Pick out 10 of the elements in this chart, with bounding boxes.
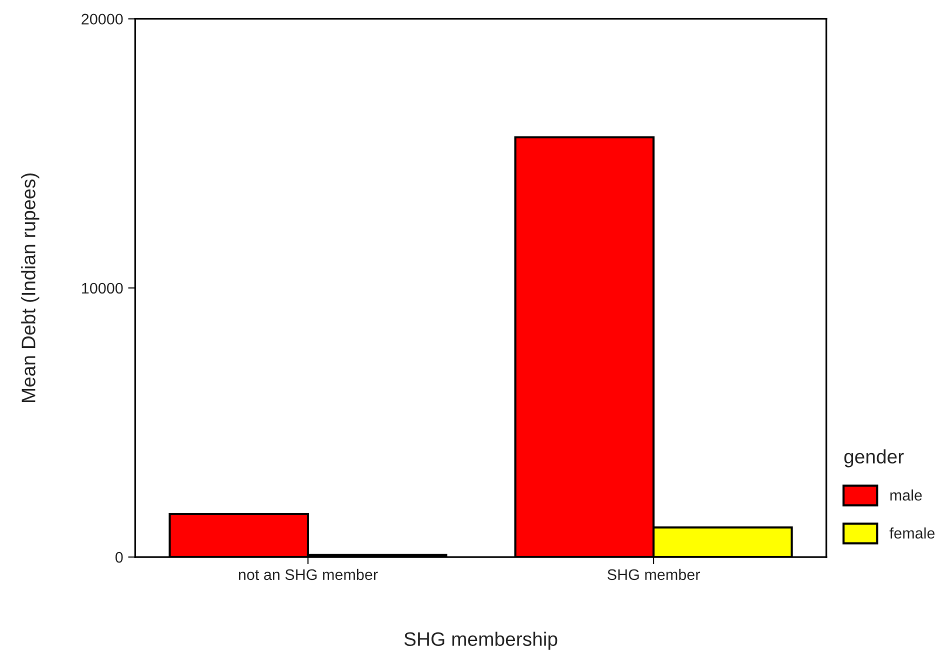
legend-label: female [890, 527, 935, 539]
x-tick-label: not an SHG member [238, 568, 378, 580]
y-tick-label: 20000 [82, 14, 123, 25]
y-tick-label: 0 [115, 552, 123, 563]
legend-label: male [890, 489, 922, 501]
legend-title: gender [844, 449, 904, 468]
y-axis-title: Mean Debt (Indian rupees) [21, 173, 40, 402]
x-axis-title: SHG membership [404, 632, 558, 650]
x-tick-label: SHG member [608, 568, 700, 580]
y-tick-label: 10000 [82, 282, 123, 294]
